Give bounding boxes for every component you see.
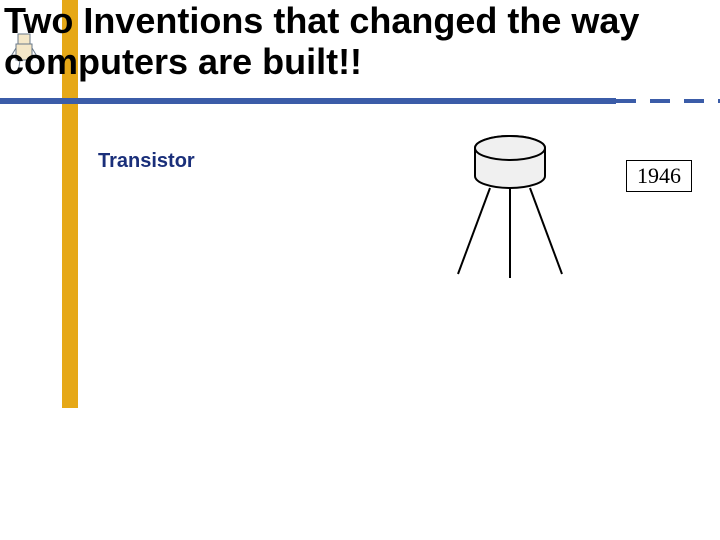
- slide: Two Inventions that changed the way comp…: [0, 0, 720, 540]
- title-underline-dashed: [616, 98, 720, 104]
- transistor-diagram: [440, 134, 580, 284]
- title-underline-solid: [0, 98, 616, 104]
- bullet-transistor: Transistor: [98, 150, 195, 173]
- slide-title: Two Inventions that changed the way comp…: [4, 0, 704, 83]
- year-label: 1946: [626, 160, 692, 192]
